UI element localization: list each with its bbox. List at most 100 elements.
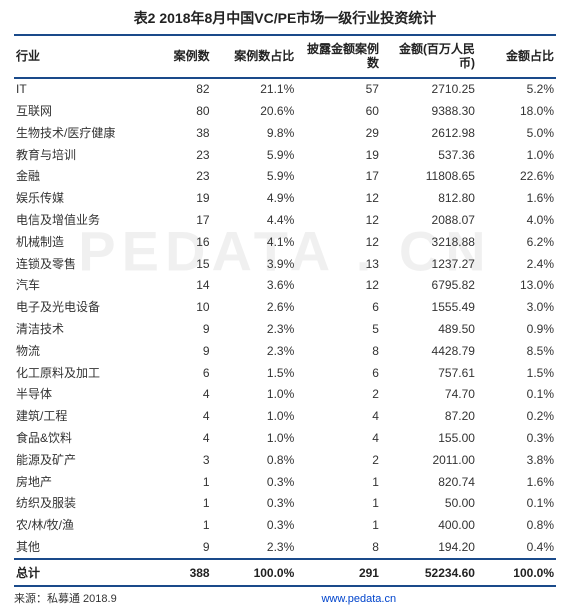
investment-table: 行业案例数案例数占比披露金额案例数金额(百万人民币)金额占比 IT8221.1%… <box>14 34 556 585</box>
table-cell: 23 <box>138 144 211 166</box>
table-cell: 1.0% <box>212 428 297 450</box>
table-cell: 1.6% <box>477 471 556 493</box>
table-cell: 3.8% <box>477 449 556 471</box>
table-row: 汽车143.6%126795.8213.0% <box>14 275 556 297</box>
total-cell: 100.0% <box>477 559 556 585</box>
table-cell: 82 <box>138 78 211 101</box>
table-cell: 13 <box>296 253 381 275</box>
table-cell: 4 <box>138 384 211 406</box>
col-header: 行业 <box>14 35 138 78</box>
col-header: 金额(百万人民币) <box>381 35 477 78</box>
col-header: 案例数 <box>138 35 211 78</box>
table-row: 教育与培训235.9%19537.361.0% <box>14 144 556 166</box>
source-link[interactable]: www.pedata.cn <box>321 593 396 605</box>
total-cell: 388 <box>138 559 211 585</box>
table-cell: 18.0% <box>477 101 556 123</box>
total-cell: 总计 <box>14 559 138 585</box>
table-row: 金融235.9%1711808.6522.6% <box>14 166 556 188</box>
table-cell: 5.9% <box>212 144 297 166</box>
table-cell: 食品&饮料 <box>14 428 138 450</box>
table-row: 电信及增值业务174.4%122088.074.0% <box>14 210 556 232</box>
table-cell: 87.20 <box>381 406 477 428</box>
table-cell: 6 <box>138 362 211 384</box>
table-cell: 537.36 <box>381 144 477 166</box>
col-header: 金额占比 <box>477 35 556 78</box>
table-cell: 2612.98 <box>381 122 477 144</box>
table-cell: 194.20 <box>381 537 477 560</box>
table-cell: 12 <box>296 231 381 253</box>
table-cell: 13.0% <box>477 275 556 297</box>
table-cell: 0.1% <box>477 493 556 515</box>
table-row: 连锁及零售153.9%131237.272.4% <box>14 253 556 275</box>
table-cell: 能源及矿产 <box>14 449 138 471</box>
table-cell: 1 <box>296 471 381 493</box>
table-cell: 机械制造 <box>14 231 138 253</box>
table-cell: 17 <box>296 166 381 188</box>
table-cell: 820.74 <box>381 471 477 493</box>
table-cell: 2011.00 <box>381 449 477 471</box>
table-cell: 2.3% <box>212 319 297 341</box>
table-cell: 400.00 <box>381 515 477 537</box>
table-cell: 9 <box>138 319 211 341</box>
table-cell: 50.00 <box>381 493 477 515</box>
table-cell: 1237.27 <box>381 253 477 275</box>
table-cell: 19 <box>138 188 211 210</box>
table-cell: 1.0% <box>212 406 297 428</box>
table-cell: 互联网 <box>14 101 138 123</box>
table-cell: 22.6% <box>477 166 556 188</box>
table-cell: 1 <box>138 471 211 493</box>
table-row: 半导体41.0%274.700.1% <box>14 384 556 406</box>
table-cell: 3.0% <box>477 297 556 319</box>
table-cell: 29 <box>296 122 381 144</box>
table-cell: 4.1% <box>212 231 297 253</box>
table-cell: 1.6% <box>477 188 556 210</box>
table-row: 其他92.3%8194.200.4% <box>14 537 556 560</box>
source-line: 来源：私募通 2018.9 www.pedata.cn <box>14 585 556 606</box>
table-cell: 4.4% <box>212 210 297 232</box>
table-row: 电子及光电设备102.6%61555.493.0% <box>14 297 556 319</box>
table-cell: 5 <box>296 319 381 341</box>
table-cell: 1 <box>138 515 211 537</box>
table-cell: 23 <box>138 166 211 188</box>
table-cell: 连锁及零售 <box>14 253 138 275</box>
table-cell: 汽车 <box>14 275 138 297</box>
table-cell: 60 <box>296 101 381 123</box>
table-cell: 2 <box>296 384 381 406</box>
table-cell: 建筑/工程 <box>14 406 138 428</box>
table-cell: 1 <box>296 515 381 537</box>
table-cell: 0.4% <box>477 537 556 560</box>
table-cell: 3218.88 <box>381 231 477 253</box>
table-cell: 38 <box>138 122 211 144</box>
source-text: 来源：私募通 2018.9 <box>14 593 117 605</box>
table-cell: 教育与培训 <box>14 144 138 166</box>
table-cell: 2.3% <box>212 340 297 362</box>
table-cell: 4 <box>138 406 211 428</box>
table-row: IT8221.1%572710.255.2% <box>14 78 556 101</box>
table-cell: 12 <box>296 210 381 232</box>
table-cell: 12 <box>296 275 381 297</box>
table-cell: 489.50 <box>381 319 477 341</box>
table-cell: 12 <box>296 188 381 210</box>
table-cell: 房地产 <box>14 471 138 493</box>
table-cell: 9 <box>138 537 211 560</box>
table-row: 农/林/牧/渔10.3%1400.000.8% <box>14 515 556 537</box>
table-row: 互联网8020.6%609388.3018.0% <box>14 101 556 123</box>
table-row: 房地产10.3%1820.741.6% <box>14 471 556 493</box>
table-cell: 1.0% <box>212 384 297 406</box>
table-cell: 0.2% <box>477 406 556 428</box>
table-cell: 4 <box>138 428 211 450</box>
table-cell: 9388.30 <box>381 101 477 123</box>
table-row: 食品&饮料41.0%4155.000.3% <box>14 428 556 450</box>
table-row: 能源及矿产30.8%22011.003.8% <box>14 449 556 471</box>
table-cell: IT <box>14 78 138 101</box>
table-cell: 6795.82 <box>381 275 477 297</box>
table-cell: 8 <box>296 537 381 560</box>
table-cell: 1 <box>138 493 211 515</box>
table-cell: 2.6% <box>212 297 297 319</box>
table-cell: 6 <box>296 297 381 319</box>
table-cell: 3 <box>138 449 211 471</box>
table-cell: 20.6% <box>212 101 297 123</box>
table-row: 化工原料及加工61.5%6757.611.5% <box>14 362 556 384</box>
table-cell: 9.8% <box>212 122 297 144</box>
table-row: 生物技术/医疗健康389.8%292612.985.0% <box>14 122 556 144</box>
